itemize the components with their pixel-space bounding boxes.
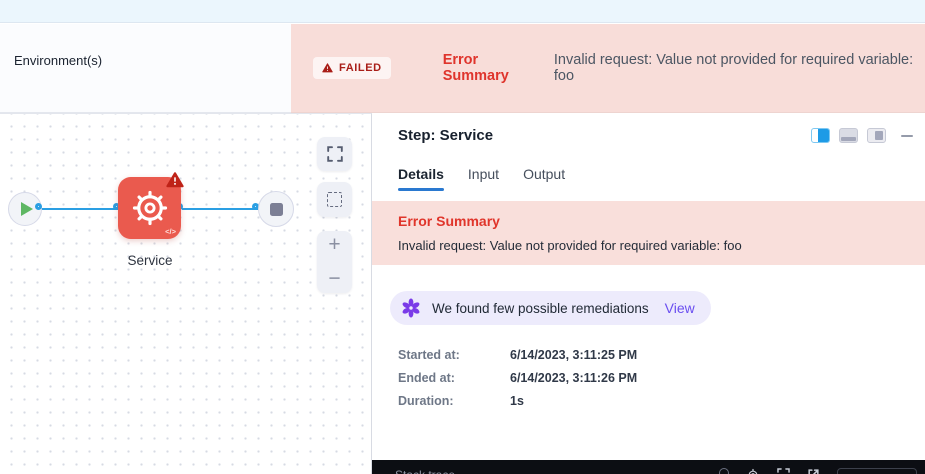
gear-icon: [132, 190, 167, 226]
error-summary-message: Invalid request: Value not provided for …: [398, 238, 742, 253]
remediation-view-link[interactable]: View: [664, 300, 695, 316]
zoom-out-button[interactable]: −: [328, 267, 341, 290]
code-icon: </>: [165, 227, 176, 236]
environments-header: Environment(s): [0, 24, 291, 113]
console-bar[interactable]: Stack trace: [372, 460, 925, 474]
execution-meta: Started at: 6/14/2023, 3:11:25 PM Ended …: [398, 348, 925, 408]
select-area-button[interactable]: [317, 182, 352, 217]
select-area-icon: [327, 192, 342, 207]
play-icon: [21, 202, 33, 216]
status-badge: FAILED: [313, 57, 391, 79]
failure-banner: FAILED Error Summary Invalid request: Va…: [291, 24, 925, 113]
status-circle-icon: [719, 468, 729, 474]
tab-input-label: Input: [467, 166, 500, 182]
node-label: Service: [127, 253, 173, 268]
connector-edge: [182, 207, 258, 210]
remediation-text: We found few possible remediations: [432, 300, 649, 316]
node-error-badge-icon: [166, 172, 184, 188]
meta-label: Duration:: [398, 394, 454, 408]
meta-value: 6/14/2023, 3:11:25 PM: [510, 348, 638, 362]
warning-triangle-icon: [322, 63, 333, 73]
meta-row-duration: Duration: 1s: [398, 394, 925, 408]
tab-output-label: Output: [523, 166, 566, 182]
tab-output[interactable]: Output: [523, 166, 565, 191]
zoom-controls: + −: [317, 231, 352, 293]
panel-layout-controls: [811, 128, 913, 143]
panel-title: Step: Service: [398, 127, 494, 144]
fit-view-button[interactable]: [317, 137, 352, 171]
step-detail-panel: Step: Service Details Input Output Error…: [372, 113, 925, 460]
split-view-icon[interactable]: [811, 128, 830, 143]
gear-icon[interactable]: [746, 468, 760, 474]
meta-row-ended: Ended at: 6/14/2023, 3:11:26 PM: [398, 371, 925, 385]
meta-label: Ended at:: [398, 371, 455, 385]
status-badge-label: FAILED: [339, 62, 382, 74]
workflow-canvas[interactable]: </> Service + −: [0, 113, 372, 474]
fit-view-icon: [326, 146, 343, 162]
service-node[interactable]: </>: [118, 172, 184, 239]
meta-label: Started at:: [398, 348, 460, 362]
open-external-icon[interactable]: [807, 468, 820, 474]
meta-row-started: Started at: 6/14/2023, 3:11:25 PM: [398, 348, 925, 362]
top-bar: [0, 0, 925, 23]
zoom-in-button[interactable]: +: [328, 233, 341, 256]
stop-icon: [269, 202, 283, 216]
connection-port[interactable]: [34, 202, 42, 210]
error-summary-section: Error Summary Invalid request: Value not…: [372, 201, 925, 265]
environments-label: Environment(s): [14, 53, 103, 68]
banner-error-label: Error Summary: [442, 52, 509, 84]
minimize-icon[interactable]: [901, 134, 913, 137]
meta-value: 6/14/2023, 3:11:26 PM: [510, 371, 638, 385]
meta-value: 1s: [510, 394, 524, 408]
error-summary-title: Error Summary: [398, 213, 500, 229]
end-node[interactable]: [258, 191, 294, 227]
remediation-banner: We found few possible remediations View: [390, 291, 711, 325]
fullscreen-icon[interactable]: [777, 468, 790, 474]
console-label: Stack trace: [395, 468, 455, 474]
ai-sparkle-icon: [402, 298, 420, 318]
connection-port[interactable]: [251, 202, 259, 210]
panel-header: Step: Service: [372, 113, 925, 144]
console-action-button[interactable]: [837, 468, 917, 474]
right-panel-icon[interactable]: [867, 128, 886, 143]
tab-bar: Details Input Output: [372, 166, 925, 191]
banner-error-message: Invalid request: Value not provided for …: [553, 52, 914, 84]
tab-details-label: Details: [398, 166, 444, 182]
console-controls: [719, 468, 925, 474]
tab-details[interactable]: Details: [398, 166, 444, 191]
connector-edge: [41, 207, 119, 210]
bottom-panel-icon[interactable]: [839, 128, 858, 143]
tab-input[interactable]: Input: [468, 166, 499, 191]
